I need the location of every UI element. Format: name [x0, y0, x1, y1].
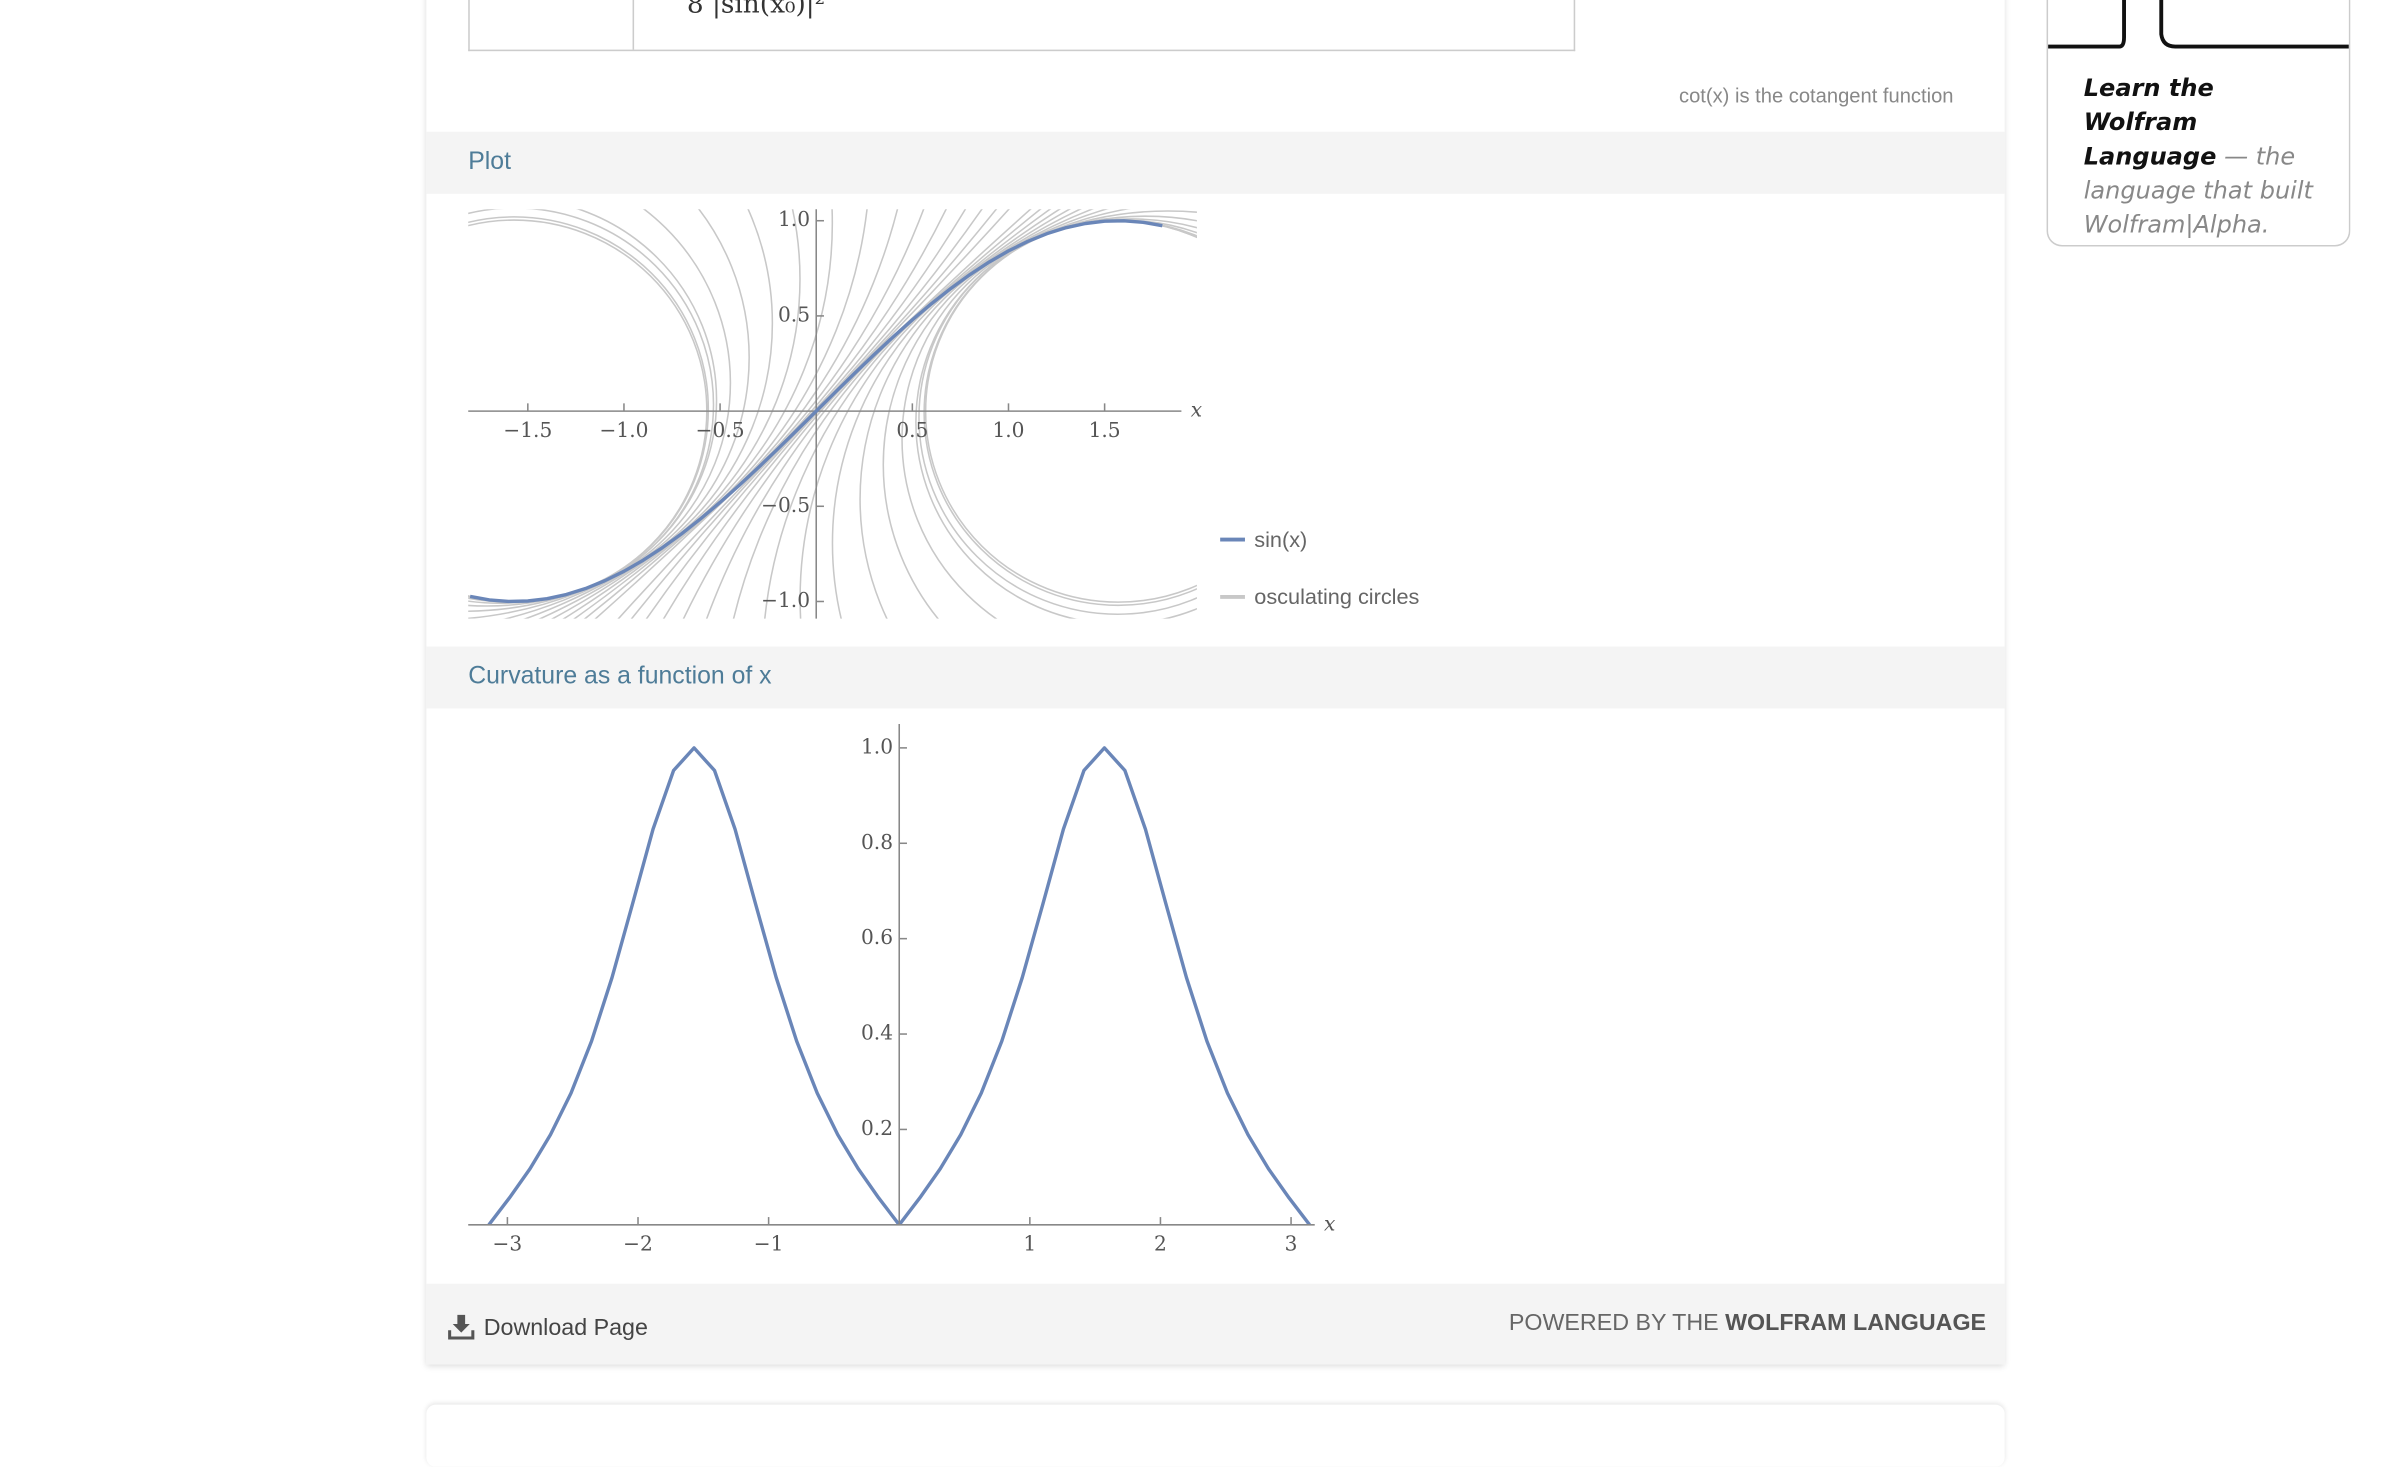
powered-by: POWERED BY THE WOLFRAM LANGUAGE [1509, 1310, 1986, 1336]
sidebar-card: Learn the Wolfram Language — the languag… [2046, 0, 2351, 247]
osculating-circle [799, 209, 1130, 619]
curve [469, 219, 1163, 604]
note: cot(x) is the cotangent function [1679, 83, 1954, 107]
y-tick-label: −0.5 [761, 493, 810, 517]
x-tick-label: 1.0 [992, 418, 1024, 442]
x-tick-label: −3 [493, 1231, 523, 1255]
osculating-circle [831, 210, 1197, 619]
x-axis-label: x [1324, 1211, 1336, 1235]
result-card: 8 |sin(x₀)|² cot(x) is the cotangent fun… [426, 0, 2005, 1365]
section-header: Plot [426, 131, 2005, 194]
x-tick-label: 1 [1023, 1231, 1036, 1255]
section-title: Plot [468, 148, 511, 176]
x-tick-label: 3 [1285, 1231, 1298, 1255]
x-tick-label: −1.5 [503, 418, 552, 442]
osculating-circle [631, 209, 1043, 619]
x-tick-label: 2 [1154, 1231, 1167, 1255]
osculating-circle [683, 209, 1071, 619]
next-card [426, 1404, 2005, 1467]
x-axis-label: x [1191, 398, 1203, 422]
y-tick-label: 1.0 [861, 734, 893, 758]
table-divider [632, 0, 635, 50]
osculating-circle [468, 209, 833, 619]
x-tick-label: 0.5 [896, 418, 928, 442]
osculating-circle [468, 209, 801, 612]
section-header: Curvature as a function of x [426, 646, 2005, 709]
y-tick-label: 1.0 [778, 207, 810, 231]
osculating-circle [733, 209, 1094, 619]
legend-label: osculating circles [1254, 584, 1419, 609]
osculating-circle [538, 209, 925, 619]
osculating-circle [550, 209, 947, 619]
footer: Download Page POWERED BY THE WOLFRAM LAN… [426, 1283, 2005, 1365]
download-label[interactable]: Download Page [483, 1314, 648, 1342]
charts: x −1.5 −1.0 −0.5 0.5 1.0 1.5 −1.0 −0.5 0.5 1.0 sin(… [468, 207, 1420, 1255]
legend-label: sin(x) [1254, 527, 1307, 552]
osculating-circle [562, 209, 966, 619]
x-tick-label: −1 [754, 1231, 784, 1255]
sidebar-drawing [2048, 0, 2349, 49]
x-tick-label: 1.5 [1089, 418, 1121, 442]
osculating-circle [468, 209, 774, 607]
x-tick-label: −1.0 [600, 418, 649, 442]
osculating-circle [468, 209, 750, 604]
x-tick-label: −2 [623, 1231, 653, 1255]
stage: 8 |sin(x₀)|² cot(x) is the cotangent fun… [426, 0, 2351, 1365]
y-tick-label: 0.8 [861, 830, 893, 854]
page: {"top_table": {"formula": "8 |sin(x₀)|²"… [426, 0, 2351, 1365]
download-button[interactable]: Download Page [448, 1314, 648, 1342]
curve [487, 746, 1311, 1225]
osculating-circle [859, 215, 1197, 619]
sidebar-bold: Learn the Wolfram Language [2083, 74, 2217, 171]
y-tick-label: 0.5 [778, 302, 810, 326]
formula-table: 8 |sin(x₀)|² [468, 0, 1576, 52]
y-tick-label: 0.4 [861, 1021, 893, 1045]
y-tick-label: 0.2 [861, 1116, 893, 1140]
osculating-circle [523, 209, 898, 619]
sidebar-rest: — the language that built Wolfram|Alpha. [2083, 142, 2313, 239]
sidebar-text: Learn the Wolfram Language — the languag… [2084, 71, 2332, 242]
download-icon [448, 1314, 475, 1340]
osculating-circle [502, 209, 868, 619]
y-tick-label: 0.6 [861, 925, 893, 949]
powered-prefix: POWERED BY THE [1508, 1310, 1719, 1337]
osculating-circle [882, 218, 1197, 619]
formula: 8 |sin(x₀)|² [686, 0, 826, 21]
powered-brand: WOLFRAM LANGUAGE [1725, 1310, 1987, 1337]
y-tick-label: −1.0 [761, 588, 810, 612]
plot-area [487, 746, 1311, 1225]
osculating-circle [572, 209, 983, 619]
section-title: Curvature as a function of x [468, 663, 772, 690]
x-tick-label: −0.5 [696, 418, 745, 442]
